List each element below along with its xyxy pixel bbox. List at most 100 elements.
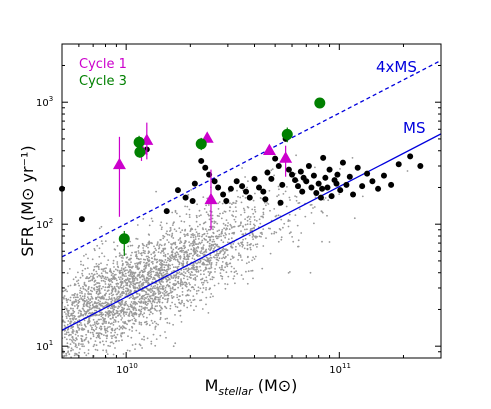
cloud-point [111,281,114,284]
cloud-point [131,244,134,247]
cloud-point [79,292,81,294]
cloud-point [209,287,211,290]
cloud-point [193,244,195,247]
cloud-point [110,318,112,320]
cloud-point [197,238,200,240]
cloud-point [167,264,170,266]
cloud-point [107,344,110,347]
cloud-point [196,203,199,206]
cloud-point [135,237,138,240]
galaxy-point [294,183,301,190]
galaxy-point [417,162,424,169]
galaxy-point [319,185,326,192]
cloud-point [194,236,197,238]
cloud-point [190,252,193,255]
cloud-point [235,245,237,248]
cloud-point [105,322,107,324]
cloud-point [158,280,161,283]
cloud-point [151,322,154,324]
cloud-point [172,323,175,326]
cloud-point [100,272,103,275]
cloud-point [115,336,117,339]
cloud-point [140,258,142,260]
cloud-point [95,292,98,295]
cloud-point [153,251,156,254]
cloud-point [186,289,189,292]
cloud-point [206,258,209,261]
cloud-point [171,257,173,260]
cloud-point [174,314,176,316]
cloud-point [70,321,73,323]
cloud-point [108,284,111,287]
cloud-point [179,256,182,258]
cloud-point [148,240,151,243]
cloud-point [211,217,214,220]
cloud-point [132,265,134,268]
cloud-point [158,300,161,303]
cloud-point [117,292,120,294]
cloud-point [179,242,181,245]
cloud-point [181,281,184,283]
cloud-point [248,234,251,237]
cloud-point [128,350,131,352]
cloud-point [230,265,233,268]
cloud-point [100,313,103,316]
cloud-point [151,287,154,290]
cloud-point [73,300,76,303]
cloud-point [154,278,156,280]
cloud-point [234,220,237,223]
cloud-point [126,284,129,287]
cloud-point [100,327,103,330]
cloud-point [99,300,101,303]
cloud-point [123,279,126,282]
cloud-point [138,284,140,287]
cloud-point [146,287,148,290]
cloud-point [147,302,149,305]
cloud-point [63,295,66,297]
cloud-point [185,251,187,254]
cloud-point [241,245,244,248]
cloud-point [132,297,135,300]
cloud-point [170,259,172,262]
cloud-point [141,278,144,281]
cloud-point [117,282,120,285]
cloud-point [93,302,96,305]
cloud-point [174,209,177,212]
cloud-point [81,274,84,277]
cloud-point [98,268,100,270]
galaxy-point [268,175,275,182]
cloud-point [132,285,135,288]
cloud-point [220,250,223,253]
cloud-point [91,278,94,281]
cloud-point [96,349,99,352]
cloud-point [210,257,213,259]
cloud-point [254,192,256,195]
cloud-point [135,329,138,332]
cloud-point [241,259,243,261]
cloud-point [113,276,116,279]
cloud-point [233,232,235,235]
cloud-point [182,249,185,252]
cloud-point [183,304,186,307]
cloud-point [186,253,189,256]
cloud-point [180,220,183,223]
cloud-point [273,174,275,177]
cloud-point [157,269,160,271]
cloud-point [112,342,115,345]
cloud-point [261,267,264,270]
cloud-point [238,252,240,255]
galaxy-point [246,194,253,201]
cloud-point [127,305,130,308]
galaxy-point [277,199,284,206]
cloud-point [66,309,69,312]
cloud-point [127,314,130,317]
cloud-point [182,274,185,277]
cloud-point [74,305,76,307]
cloud-point [98,255,101,258]
cloud-point [155,338,158,340]
cloud-point [304,215,307,218]
cloud-point [95,265,98,268]
cloud-point [181,291,184,293]
cloud-point [225,228,227,231]
cloud-point [101,274,104,277]
